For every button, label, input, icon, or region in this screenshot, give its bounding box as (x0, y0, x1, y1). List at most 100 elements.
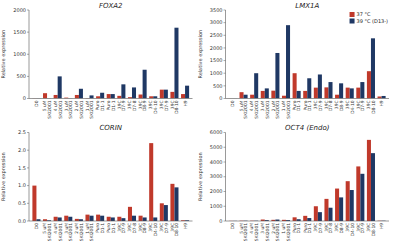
legend-label: 37 °C (357, 11, 371, 17)
x-tick-label-line: SKI2001 (58, 100, 63, 118)
bar (79, 89, 83, 99)
bar (121, 84, 125, 98)
bar (275, 53, 279, 99)
x-tick-label: PuroD1-1 (302, 223, 312, 234)
x-tick-label: H9 (379, 223, 384, 229)
bar (164, 205, 168, 221)
y-tick-label: 3000 (210, 19, 223, 25)
bar (132, 87, 136, 98)
x-tick-label: 39CD7-8 (127, 100, 137, 111)
y-tick-label: 2000 (210, 45, 223, 51)
bar (254, 73, 258, 98)
x-tick-label: 39CD4-10 (345, 100, 355, 114)
x-tick-label: 3 uMSKI2001 (260, 223, 270, 241)
x-tick-label: 39CD8-9 (334, 223, 344, 234)
x-tick-label-line: SKI2001 (89, 223, 94, 241)
x-tick-label-line: D7-9 (360, 223, 365, 234)
x-tick-label-line: SKI2001 (275, 223, 280, 241)
x-tick-label-line: D8-9 (142, 100, 147, 111)
x-tick-label: 39CD7-9 (117, 223, 127, 234)
bar (371, 153, 375, 221)
x-tick-label: 39CD7-8 (127, 223, 137, 234)
x-tick-label: 39CD7-8 (324, 223, 334, 234)
x-tick-label-line: D7-8 (328, 223, 333, 234)
y-axis-line (225, 10, 226, 99)
y-tick-label: 6000 (210, 129, 223, 135)
x-tick-label: 39CD8-10 (366, 223, 376, 237)
bar (181, 94, 185, 98)
title: CORIN (99, 124, 122, 132)
bars (229, 25, 386, 98)
bars (229, 140, 386, 221)
x-tick-label-line: D7-9 (360, 100, 365, 111)
legend-swatch (350, 19, 355, 24)
title: OCT4 (Endo) (285, 124, 330, 132)
bar (339, 197, 343, 221)
x-tick-label: 39CD8-9 (334, 100, 344, 111)
x-tick-label-line: D0 (34, 223, 39, 229)
y-axis-line (29, 133, 30, 222)
bar (318, 74, 322, 98)
x-tick-label: PuroD1-1 (95, 223, 105, 234)
x-tick-label-line: SKI2001 (275, 100, 280, 118)
x-tick-label-line: D7-9 (318, 223, 323, 234)
bar (96, 96, 100, 98)
title: LMX1A (295, 2, 319, 10)
bar (75, 95, 79, 99)
x-tick-label-line: SKI2001 (47, 223, 52, 241)
y-tick-label: 2500 (210, 32, 223, 38)
bar (378, 96, 382, 98)
bar (346, 88, 350, 99)
x-tick-label: 39CD7-9 (117, 100, 127, 111)
panel: LMX1ARelative expression0500100015002000… (197, 2, 390, 119)
bar (382, 96, 386, 99)
x-tick-label: 1 uMSKI2001 (85, 223, 95, 241)
x-tick-label-line: D1-1 (111, 223, 116, 234)
x-tick-label-line: D4-10 (350, 100, 355, 114)
x-tick-label: H9 (183, 223, 188, 229)
x-tick-label-line: D1-1 (296, 100, 301, 111)
y-axis-label: Relative expression (0, 30, 7, 79)
x-tick-label: 2 uMSKI2001 (74, 223, 84, 241)
y-tick-label: 1.5 (18, 165, 26, 171)
x-tick-label: 39CD4-10 (345, 223, 355, 237)
bar (100, 93, 104, 99)
bar (314, 206, 318, 221)
x-tick-label: 1 uMSKI2001 (281, 223, 291, 241)
x-tick-label: 1 uMSKI2001 (85, 100, 95, 118)
x-tick-label: 39CD4-10 (148, 100, 158, 114)
y-tick-label: 500 (213, 83, 223, 89)
bar (244, 95, 248, 99)
y-tick-label: 2.5 (18, 129, 26, 135)
x-tick-label-line: D1-1 (296, 223, 301, 234)
x-tick-label-line: D7-8 (132, 100, 137, 111)
x-tick-label-line: D7-9 (318, 100, 323, 111)
bar (371, 38, 375, 98)
bar (128, 207, 132, 221)
x-tick-label-line: SKI2001 (286, 223, 291, 241)
bar (286, 25, 290, 98)
x-tick-label: 4 uMSKI2001 (53, 100, 63, 118)
y-tick-label: 1500 (210, 57, 223, 63)
y-tick-label: 0 (219, 218, 222, 224)
x-tick-label: H9 (379, 100, 384, 106)
bar (64, 216, 68, 221)
bar (75, 219, 79, 221)
x-tick-label: H9 (183, 100, 188, 106)
y-axis-line (225, 133, 226, 222)
x-tick-label-line: SKI2001 (265, 223, 270, 241)
bar (153, 217, 157, 221)
chart-root: FOXA2Relative expression0500100015002000… (0, 0, 393, 245)
bar (174, 187, 178, 221)
bar (32, 186, 36, 221)
bar (307, 78, 311, 98)
bar (117, 96, 121, 99)
bar (356, 88, 360, 99)
bar (324, 87, 328, 98)
bar (328, 208, 332, 221)
bar (68, 217, 72, 221)
bar (143, 217, 147, 221)
x-axis-line (226, 98, 390, 99)
x-tick-label-line: D8-10 (174, 100, 179, 114)
x-tick-label: 4 uMSKI2001 (249, 223, 259, 241)
